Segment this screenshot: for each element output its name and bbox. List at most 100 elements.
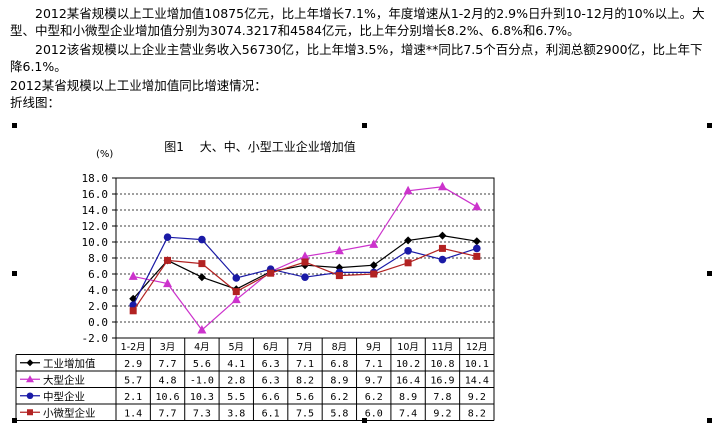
- data-label: 10.1: [465, 359, 489, 370]
- data-point[interactable]: [473, 252, 481, 260]
- y-tick-label: 10.0: [82, 236, 109, 249]
- legend-marker: [26, 359, 34, 367]
- data-label: 10.6: [155, 392, 179, 403]
- data-point[interactable]: [232, 274, 241, 282]
- data-label: 8.2: [468, 408, 486, 419]
- data-point[interactable]: [404, 236, 413, 245]
- data-point[interactable]: [472, 201, 482, 211]
- legend-marker: [26, 375, 34, 383]
- data-label: 2.9: [124, 359, 142, 370]
- data-point[interactable]: [301, 258, 309, 266]
- data-label: 7.7: [159, 408, 177, 419]
- data-label: 7.3: [193, 408, 211, 419]
- data-label: 9.2: [468, 392, 486, 403]
- y-tick-label: 16.0: [82, 188, 109, 201]
- data-point[interactable]: [472, 237, 481, 246]
- data-label: 2.1: [124, 392, 142, 403]
- data-point[interactable]: [300, 251, 310, 260]
- y-tick-label: 14.0: [82, 204, 109, 217]
- data-label: 14.4: [465, 375, 489, 386]
- data-point[interactable]: [231, 294, 241, 304]
- data-point[interactable]: [369, 261, 378, 270]
- data-label: 5.7: [124, 375, 142, 386]
- data-label: 7.8: [433, 392, 451, 403]
- resize-handle-bottom-right[interactable]: [707, 418, 712, 423]
- data-point[interactable]: [163, 278, 173, 288]
- data-point[interactable]: [334, 245, 344, 255]
- data-point[interactable]: [335, 272, 343, 280]
- data-point[interactable]: [369, 239, 379, 248]
- data-label: 8.9: [330, 375, 348, 386]
- data-label: 5.6: [193, 359, 211, 370]
- x-tick-label: 11月: [432, 342, 454, 353]
- data-point[interactable]: [197, 325, 207, 334]
- data-label: 10.2: [396, 359, 420, 370]
- legend-label: 工业增加值: [43, 357, 96, 370]
- data-point[interactable]: [197, 273, 206, 282]
- data-point[interactable]: [232, 288, 240, 296]
- data-label: 7.5: [296, 408, 314, 419]
- data-label: 10.8: [430, 359, 454, 370]
- legend-label: 中型企业: [43, 390, 85, 403]
- resize-handle-top-right[interactable]: [707, 123, 712, 128]
- data-label: 5.5: [227, 392, 245, 403]
- y-tick-label: 4.0: [88, 284, 108, 297]
- data-label: 7.4: [399, 408, 417, 419]
- x-tick-label: 3月: [160, 342, 176, 353]
- data-label: 6.2: [330, 392, 348, 403]
- x-tick-label: 5月: [228, 342, 244, 353]
- y-tick-label: 8.0: [88, 252, 108, 265]
- data-label: 16.4: [396, 375, 420, 386]
- legend-label: 大型企业: [43, 373, 85, 386]
- data-label: 8.9: [399, 392, 417, 403]
- data-point[interactable]: [404, 259, 412, 267]
- data-point[interactable]: [164, 256, 172, 264]
- data-label: 6.8: [330, 359, 348, 370]
- data-label: 6.3: [262, 375, 280, 386]
- y-tick-label: 6.0: [88, 268, 108, 281]
- legend-marker: [26, 392, 34, 400]
- data-point[interactable]: [404, 247, 412, 255]
- data-label: 8.2: [296, 375, 314, 386]
- x-tick-label: 7月: [297, 342, 313, 353]
- data-point[interactable]: [437, 181, 447, 191]
- paragraph-chart-heading: 2012某省规模以上工业增加值同比增速情况：: [10, 78, 267, 93]
- resize-handle-top-center[interactable]: [362, 123, 367, 128]
- data-label: 4.8: [159, 375, 177, 386]
- data-point[interactable]: [438, 244, 446, 252]
- data-point[interactable]: [163, 233, 172, 241]
- data-label: 7.7: [159, 359, 177, 370]
- data-label: 5.8: [330, 408, 348, 419]
- resize-handle-middle-left[interactable]: [12, 271, 17, 276]
- x-tick-label: 9月: [366, 342, 382, 353]
- data-label: 10.3: [190, 392, 214, 403]
- data-point[interactable]: [267, 269, 275, 277]
- x-tick-label: 4月: [194, 342, 210, 353]
- x-tick-label: 6月: [263, 342, 279, 353]
- y-tick-label: 18.0: [82, 172, 109, 185]
- data-point[interactable]: [198, 260, 206, 268]
- data-point[interactable]: [473, 244, 481, 253]
- data-point[interactable]: [370, 270, 378, 278]
- resize-handle-bottom-left[interactable]: [12, 418, 17, 423]
- data-point[interactable]: [438, 255, 447, 264]
- data-label: 5.6: [296, 392, 314, 403]
- paragraph-industrial-growth: 2012某省规模以上工业增加值10875亿元，比上年增长7.1%，年度增速从1-…: [10, 6, 705, 38]
- data-label: 4.1: [227, 359, 245, 370]
- data-point[interactable]: [403, 185, 413, 195]
- data-point[interactable]: [129, 307, 137, 315]
- data-point[interactable]: [128, 271, 138, 280]
- data-label: 6.0: [365, 408, 383, 419]
- paragraph-revenue-profit: 2012该省规模以上企业主营业务收入56730亿，比上年增3.5%，增速**同比…: [10, 42, 703, 74]
- resize-handle-middle-right[interactable]: [707, 271, 712, 276]
- data-label: 6.1: [262, 408, 280, 419]
- data-label: 1.4: [124, 408, 142, 419]
- data-point[interactable]: [301, 273, 309, 282]
- data-label: 7.1: [296, 359, 314, 370]
- resize-handle-top-left[interactable]: [12, 123, 17, 128]
- data-point[interactable]: [198, 235, 206, 244]
- data-label: 3.8: [227, 408, 245, 419]
- data-point[interactable]: [438, 231, 447, 240]
- data-label: -1.0: [190, 375, 214, 386]
